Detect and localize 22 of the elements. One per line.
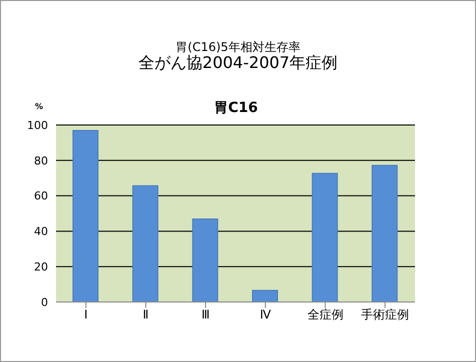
bar	[252, 290, 278, 302]
chart-subtitle: 全がん協2004-2007年症例	[137, 53, 339, 74]
y-tick-label: 60	[34, 190, 48, 203]
x-tick-label: 全症例	[307, 308, 344, 322]
bar	[312, 172, 338, 302]
y-tick-label: 20	[34, 260, 48, 274]
y-tick-label: 80	[34, 154, 48, 168]
y-tick-label: 100	[27, 118, 48, 132]
text: 胃C16	[213, 99, 259, 117]
x-tick-label: Ⅲ	[201, 308, 210, 322]
x-tick-label: Ⅳ	[260, 308, 271, 322]
bar	[192, 218, 218, 302]
bar	[372, 164, 398, 302]
x-tick-label: 手術症例	[361, 308, 410, 322]
y-tick-label: 0	[41, 296, 48, 309]
y-axis-title: %	[35, 102, 44, 111]
x-tick-label: Ⅱ	[142, 308, 149, 322]
y-tick-label: 40	[34, 225, 48, 238]
x-tick-label: Ⅰ	[84, 308, 88, 322]
bar	[132, 185, 158, 302]
chart-title: 胃(C16)5年相対生存率	[174, 39, 302, 54]
bar	[72, 130, 98, 302]
